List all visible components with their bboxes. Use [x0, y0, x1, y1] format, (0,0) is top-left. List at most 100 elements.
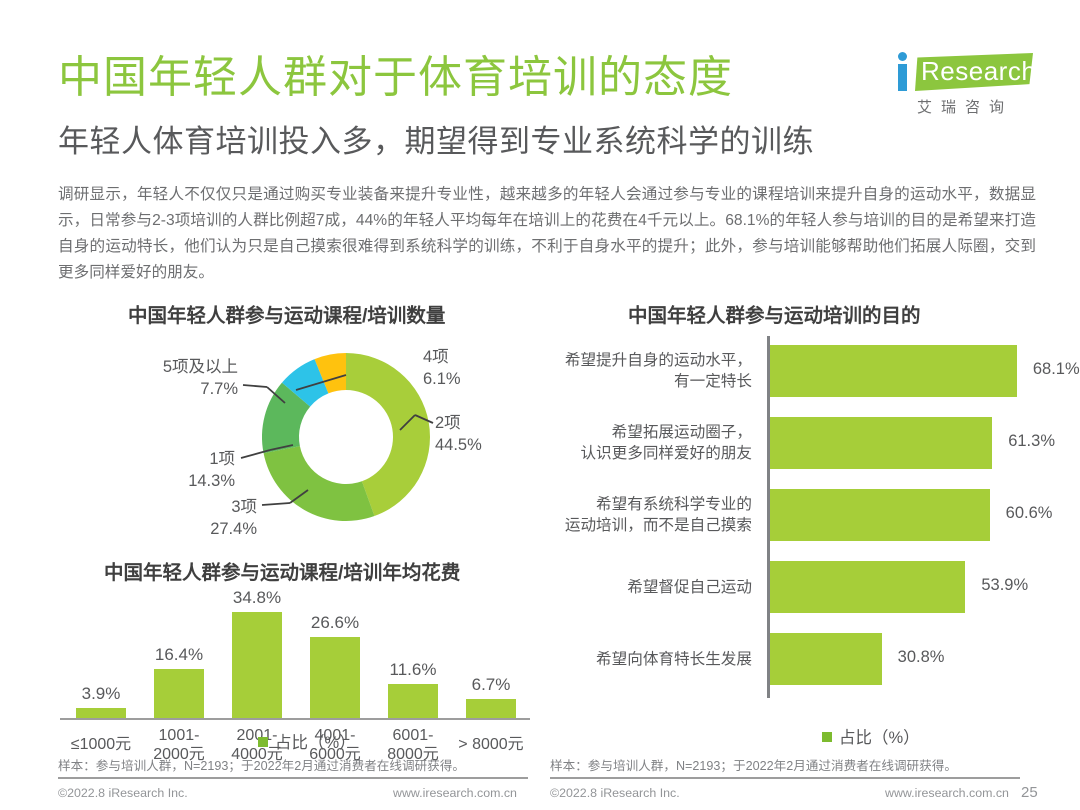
legend-label: 占比（%）: [839, 729, 920, 747]
spend-category-label: ≤1000元: [70, 736, 132, 753]
spend-bar-column: 26.6%: [302, 602, 368, 720]
pie-label-4xiang: 4项 6.1%: [423, 346, 461, 390]
spend-bar-value: 16.4%: [154, 645, 204, 665]
spend-legend: 占比（%）: [258, 729, 356, 753]
spend-bar-chart: 3.9% 16.4% 34.8% 26.6% 11.6% 6.7%: [60, 585, 530, 720]
pie-label-text: 4项: [423, 348, 449, 366]
pie-label-5xiang: 5项及以上 7.7%: [103, 356, 238, 400]
pie-label-1xiang: 1项 14.3%: [115, 448, 235, 492]
purpose-bar-row: 希望提升自身的运动水平， 有一定特长 68.1%: [565, 345, 1080, 407]
pie-label-text: 1项: [209, 450, 235, 468]
footer-copyright-right: ©2022.8 iResearch Inc.: [550, 786, 680, 800]
spend-bar: [232, 611, 282, 720]
purpose-category-label: 希望向体育特长生发展: [596, 651, 752, 668]
spend-bar-column: 3.9%: [68, 602, 134, 720]
pie-value-text: 6.1%: [423, 370, 461, 388]
page-subtitle: 年轻人体育培训投入多，期望得到专业系统科学的训练: [58, 124, 814, 159]
spend-category-label: 4001- 6000元: [309, 727, 361, 763]
pie-label-3xiang: 3项 27.4%: [137, 496, 257, 540]
footer-rule-right: [550, 777, 1020, 779]
iresearch-logo: Research 艾瑞咨询: [893, 48, 1037, 120]
purpose-bar-value: 68.1%: [1032, 360, 1080, 378]
purpose-category-label: 希望有系统科学专业的 运动培训，而不是自己摸索: [564, 496, 752, 534]
purpose-bar-chart: 希望提升自身的运动水平， 有一定特长 68.1% 希望拓展运动圈子， 认识更多同样爱好的…: [565, 336, 1080, 708]
donut-slice: [263, 446, 375, 521]
purpose-legend: 占比（%）: [822, 724, 920, 748]
purpose-bar: [770, 417, 993, 469]
donut-slice: [281, 359, 329, 407]
spend-bar: [466, 699, 516, 720]
spend-bar-column: 16.4%: [146, 602, 212, 720]
purpose-bar-row: 希望向体育特长生发展 30.8%: [570, 633, 1040, 695]
spend-bar: [310, 637, 360, 720]
purpose-bar: [770, 561, 966, 613]
donut-slices: [262, 353, 430, 521]
spend-sample-note: 样本：参与培训人群，N=2193；于2022年2月通过消费者在线调研获得。: [58, 759, 465, 773]
purpose-bar-value: 61.3%: [1008, 432, 1055, 450]
purpose-bar: [770, 345, 1017, 397]
footer-url-right[interactable]: www.iresearch.com.cn: [885, 786, 1009, 800]
legend-swatch-icon: [822, 732, 832, 742]
donut-slice: [314, 353, 346, 394]
page-title: 中国年轻人群对于体育培训的态度: [58, 53, 733, 102]
spend-bar: [154, 669, 204, 720]
purpose-bar-row: 希望督促自己运动 53.9%: [570, 561, 1040, 623]
purpose-category-label: 希望拓展运动圈子， 认识更多同样爱好的朋友: [580, 424, 752, 462]
spend-category-label: 1001- 2000元: [153, 727, 205, 763]
spend-bar-column: 34.8%: [224, 588, 290, 720]
purpose-sample-note: 样本：参与培训人群，N=2193；于2022年2月通过消费者在线调研获得。: [550, 759, 957, 773]
spend-bar-value: 11.6%: [389, 659, 437, 679]
logo-mark: Research: [893, 48, 1037, 94]
spend-bar-value: 34.8%: [232, 587, 282, 607]
page-number: 25: [1021, 784, 1038, 801]
purpose-bar-row: 希望拓展运动圈子， 认识更多同样爱好的朋友 61.3%: [570, 417, 1055, 479]
spend-bar: [76, 707, 126, 720]
leader-lines: [240, 374, 434, 506]
purpose-bar-value: 53.9%: [981, 576, 1029, 594]
logo-parallelogram-icon: [915, 53, 1033, 91]
footer-copyright-left: ©2022.8 iResearch Inc.: [58, 786, 188, 800]
purpose-bar-value: 30.8%: [897, 648, 945, 666]
spend-bar-column: 11.6%: [380, 602, 446, 720]
pie-label-2xiang: 2项 44.5%: [435, 412, 482, 456]
pie-value-text: 27.4%: [210, 520, 257, 538]
pie-value-text: 44.5%: [435, 436, 482, 454]
pie-label-text: 3项: [231, 498, 257, 516]
purpose-bar: [770, 489, 990, 541]
purpose-category-label: 希望督促自己运动: [627, 579, 752, 596]
logo-chinese-name: 艾瑞咨询: [917, 99, 1014, 116]
spend-category-label: 6001- 8000元: [387, 727, 439, 763]
purpose-category-label: 希望提升自身的运动水平， 有一定特长: [564, 352, 752, 390]
logo-wordmark: Research: [921, 56, 1037, 86]
purpose-chart-title: 中国年轻人群参与运动培训的目的: [628, 305, 921, 327]
body-paragraph: 调研显示，年轻人不仅仅只是通过购买专业装备来提升专业性，越来越多的年轻人会通过参…: [58, 186, 1036, 281]
donut-slice: [262, 382, 311, 454]
spend-bar-column: 6.7%: [458, 602, 524, 720]
legend-label: 占比（%）: [275, 734, 356, 752]
spend-bar-value: 6.7%: [471, 675, 511, 695]
purpose-axis-line: [767, 336, 770, 698]
spend-bar-value: 3.9%: [81, 683, 121, 703]
pie-value-text: 7.7%: [200, 380, 238, 398]
donut-chart-title: 中国年轻人群参与运动课程/培训数量: [128, 305, 446, 327]
footer-url-left[interactable]: www.iresearch.com.cn: [393, 786, 517, 800]
donut-slice: [346, 353, 430, 517]
donut-svg: [240, 353, 434, 521]
spend-chart-title: 中国年轻人群参与运动课程/培训年均花费: [104, 562, 461, 584]
footer-rule-left: [58, 777, 528, 779]
donut-chart: 4项 6.1% 2项 44.5% 3项 27.4% 1项 14.3% 5项及以上…: [115, 330, 535, 545]
logo-i-dot-icon: [898, 52, 907, 61]
pie-value-text: 14.3%: [188, 472, 235, 490]
logo-i-stem-icon: [898, 64, 907, 91]
purpose-bar: [770, 633, 882, 685]
legend-swatch-icon: [258, 737, 268, 747]
purpose-bar-value: 60.6%: [1005, 504, 1053, 522]
spend-category-label: > 8000元: [458, 736, 524, 753]
spend-bar: [388, 683, 438, 720]
pie-label-text: 2项: [435, 414, 461, 432]
spend-axis-line: [60, 718, 530, 720]
pie-label-text: 5项及以上: [162, 358, 238, 376]
purpose-bar-row: 希望有系统科学专业的 运动培训，而不是自己摸索 60.6%: [565, 489, 1052, 551]
spend-bar-value: 26.6%: [310, 613, 360, 633]
